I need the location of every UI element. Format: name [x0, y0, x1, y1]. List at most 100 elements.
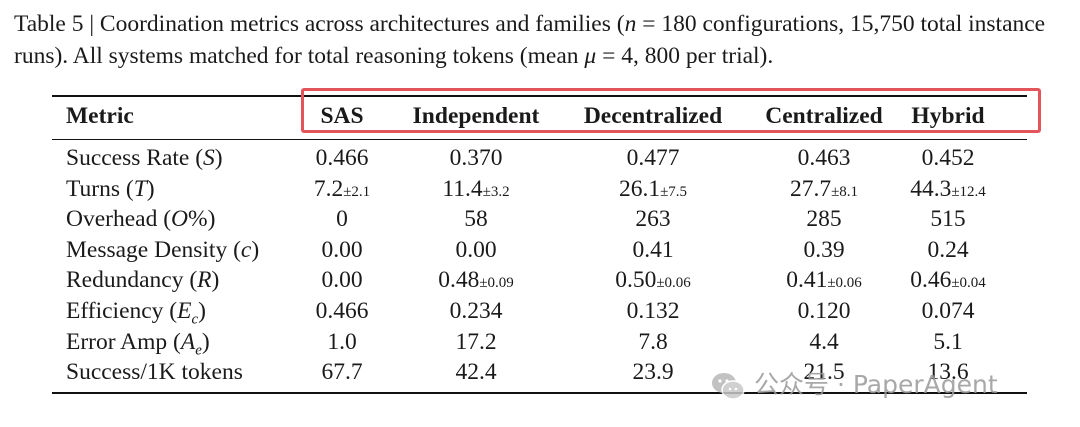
cell-value: 285 [806, 206, 842, 233]
cell-hybrid: 515 [902, 204, 994, 235]
metric-tail: ) [198, 298, 206, 324]
cell-decentralized: 0.477 [568, 143, 738, 174]
cell-decentralized: 0.132 [568, 296, 738, 327]
metric-tail: ) [201, 328, 210, 355]
cell-std-dev: ±2.1 [343, 183, 371, 200]
cell-centralized: 0.463 [748, 143, 900, 174]
cell-value: 23.9 [632, 359, 674, 386]
caption-n-symbol: n [624, 11, 637, 37]
cell-std-dev: ±7.5 [660, 183, 688, 200]
cell-std-dev: ±0.06 [827, 275, 862, 292]
cell-independent: 42.4 [396, 357, 556, 388]
metric-tail: ) [146, 175, 155, 202]
cell-value: 0.370 [449, 145, 503, 171]
cell-centralized: 0.41±0.06 [748, 265, 900, 296]
cell-value: 0.466 [315, 145, 369, 171]
caption-part1: Table 5 | Coordination metrics across ar… [14, 11, 625, 37]
cell-value: 17.2 [455, 328, 497, 355]
cell-decentralized: 23.9 [568, 357, 738, 388]
metric-name: Success/1K tokens [66, 359, 243, 386]
architecture-header-highlight-box [301, 88, 1041, 133]
metric-label: Turns (T) [66, 174, 155, 205]
cell-value: 0.00 [455, 236, 497, 263]
cell-value: 58 [464, 206, 488, 233]
cell-std-dev: ±0.09 [479, 275, 514, 292]
wechat-icon [712, 373, 745, 400]
cell-value: 0.466 [315, 298, 369, 324]
cell-sas: 0.00 [292, 265, 392, 296]
metric-symbol: T [133, 175, 147, 202]
cell-decentralized: 7.8 [568, 327, 738, 358]
header-centralized: Centralized [765, 103, 883, 129]
cell-centralized: 21.5 [748, 357, 900, 388]
watermark: 公众号 · PaperAgent [710, 367, 998, 403]
table-row: Success/1K tokens 67.7 42.4 23.9 21.5 13.6 [0, 357, 1080, 388]
metric-label: Redundancy (R) [66, 265, 219, 296]
metric-name: Turns ( [66, 175, 134, 202]
metric-symbol: A [180, 328, 196, 355]
cell-centralized: 285 [748, 204, 900, 235]
cell-sas: 0.466 [292, 296, 392, 327]
cell-hybrid: 0.24 [902, 235, 994, 266]
metric-label: Message Density (c) [66, 235, 259, 266]
metric-name: Efficiency ( [66, 298, 178, 324]
metric-subscript: e [195, 342, 202, 359]
cell-sas: 0.00 [292, 235, 392, 266]
cell-independent: 0.234 [396, 296, 556, 327]
caption-part3: = 4, 800 per trial). [596, 43, 774, 69]
cell-std-dev: ±0.06 [656, 275, 691, 292]
header-hybrid: Hybrid [911, 103, 985, 129]
cell-value: 263 [635, 206, 671, 233]
cell-hybrid: 44.3±12.4 [902, 174, 994, 205]
cell-value: 11.4 [442, 175, 483, 202]
cell-decentralized: 0.41 [568, 235, 738, 266]
cell-value: 0.39 [803, 236, 845, 263]
cell-value: 0.00 [321, 236, 363, 263]
caption-mu-symbol: μ [584, 43, 597, 69]
cell-value: 0.120 [797, 298, 851, 324]
metric-symbol: S [203, 145, 215, 171]
metric-label: Success Rate (S) [66, 143, 223, 174]
cell-independent: 0.370 [396, 143, 556, 174]
cell-value: 0.50 [615, 267, 657, 294]
table-row: Overhead (O%) 0 58 263 285 515 [0, 204, 1080, 235]
cell-independent: 0.48±0.09 [396, 265, 556, 296]
cell-sas: 1.0 [292, 327, 392, 358]
metric-tail: ) [211, 267, 220, 294]
metric-label: Efficiency (Ec) [66, 296, 206, 328]
cell-value: 26.1 [618, 175, 661, 202]
cell-independent: 0.00 [396, 235, 556, 266]
cell-independent: 11.4±3.2 [396, 174, 556, 205]
cell-value: 1.0 [327, 328, 357, 355]
cell-value: 5.1 [933, 328, 963, 355]
cell-sas: 67.7 [292, 357, 392, 388]
cell-std-dev: ±0.04 [951, 275, 986, 292]
metric-name: Overhead ( [66, 206, 172, 233]
cell-std-dev: ±3.2 [482, 183, 510, 200]
table-row: Turns (T) 7.2±2.1 11.4±3.2 26.1±7.5 27.7±8.1… [0, 174, 1080, 205]
table-bottom-rule [52, 392, 1027, 394]
metric-symbol: O [171, 206, 189, 233]
watermark-text: 公众号 · PaperAgent [754, 370, 998, 399]
cell-value: 0.132 [626, 298, 680, 324]
table-row: Success Rate (S) 0.466 0.370 0.477 0.463 0.45… [0, 143, 1080, 174]
cell-hybrid: 0.452 [902, 143, 994, 174]
cell-value: 27.7 [789, 175, 832, 202]
cell-sas: 0.466 [292, 143, 392, 174]
metric-tail: ) [251, 236, 260, 263]
cell-value: 44.3 [910, 175, 952, 202]
cell-value: 0.46 [910, 267, 952, 294]
cell-centralized: 27.7±8.1 [748, 174, 900, 205]
cell-independent: 58 [396, 204, 556, 235]
cell-value: 13.6 [927, 359, 969, 386]
metric-label: Error Amp (Ae) [66, 327, 210, 359]
table-row: Redundancy (R) 0.00 0.48±0.09 0.50±0.06 0.41… [0, 265, 1080, 296]
cell-value: 0.48 [438, 267, 480, 294]
cell-value: 7.2 [313, 175, 344, 202]
cell-value: 515 [930, 206, 966, 233]
metric-subscript: c [191, 311, 199, 328]
header-sas: SAS [320, 103, 364, 129]
metric-symbol: E [177, 298, 192, 324]
cell-value: 0.41 [786, 267, 828, 294]
cell-value: 42.4 [455, 359, 497, 386]
